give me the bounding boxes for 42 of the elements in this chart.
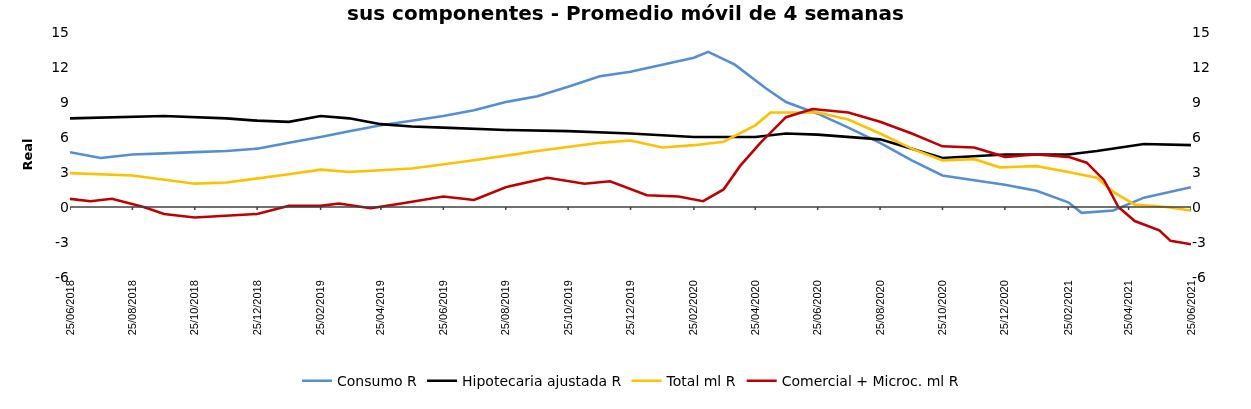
y-tick-label: 0: [60, 198, 69, 215]
legend-label: Hipotecaria ajustada R: [462, 373, 622, 390]
y2-tick-label: 12: [1192, 58, 1210, 75]
x-tick-label: 25/10/2020: [936, 280, 949, 336]
legend-label: Consumo R: [337, 373, 418, 390]
line-series: [70, 50, 1191, 215]
legend-label: Total ml R: [665, 373, 736, 390]
y2-tick-label: 0: [1192, 198, 1201, 215]
y-tick-label: 3: [60, 163, 69, 180]
x-tick-label: 25/12/2019: [624, 280, 637, 336]
line-series: [70, 114, 1191, 160]
legend-label: Comercial + Microc. ml R: [781, 373, 959, 390]
x-tick-label: 25/08/2018: [125, 280, 138, 336]
x-tick-label: 25/06/2021: [1184, 280, 1197, 336]
x-tick-label: 25/04/2021: [1122, 280, 1135, 336]
x-tick-label: 25/08/2019: [499, 280, 512, 336]
y2-tick-label: 6: [1192, 128, 1201, 145]
y-tick-label: 6: [60, 128, 70, 145]
y2-tick-label: 15: [1192, 23, 1210, 40]
x-tick-label: 25/12/2020: [998, 280, 1011, 336]
line-series: [70, 111, 1191, 212]
y-tick-label: 9: [60, 93, 69, 110]
y2-tick-label: 3: [1192, 163, 1201, 180]
y-axis-title: Real: [20, 138, 36, 171]
x-tick-label: 25/10/2019: [561, 280, 574, 336]
x-tick-label: 25/04/2020: [748, 280, 761, 336]
x-tick-label: 25/02/2020: [687, 280, 700, 336]
x-tick-label: 25/02/2021: [1061, 280, 1074, 336]
y2-tick-label: 9: [1192, 93, 1201, 110]
y-tick-label: -3: [55, 233, 69, 250]
x-tick-label: 25/04/2019: [374, 280, 387, 336]
x-tick-label: 25/06/2019: [436, 280, 449, 336]
y2-tick-label: -3: [1192, 233, 1206, 250]
x-tick-label: 25/12/2018: [250, 280, 263, 336]
x-tick-label: 25/10/2018: [188, 280, 201, 336]
y-tick-label: 15: [51, 23, 69, 40]
x-tick-label: 25/02/2019: [314, 280, 327, 336]
chart-title: sus componentes - Promedio móvil de 4 semanas: [347, 1, 904, 26]
y-tick-label: 12: [51, 58, 69, 75]
line-series: [70, 107, 1191, 246]
x-tick-label: 25/06/2020: [811, 280, 824, 336]
x-tick-label: 25/08/2020: [873, 280, 886, 336]
